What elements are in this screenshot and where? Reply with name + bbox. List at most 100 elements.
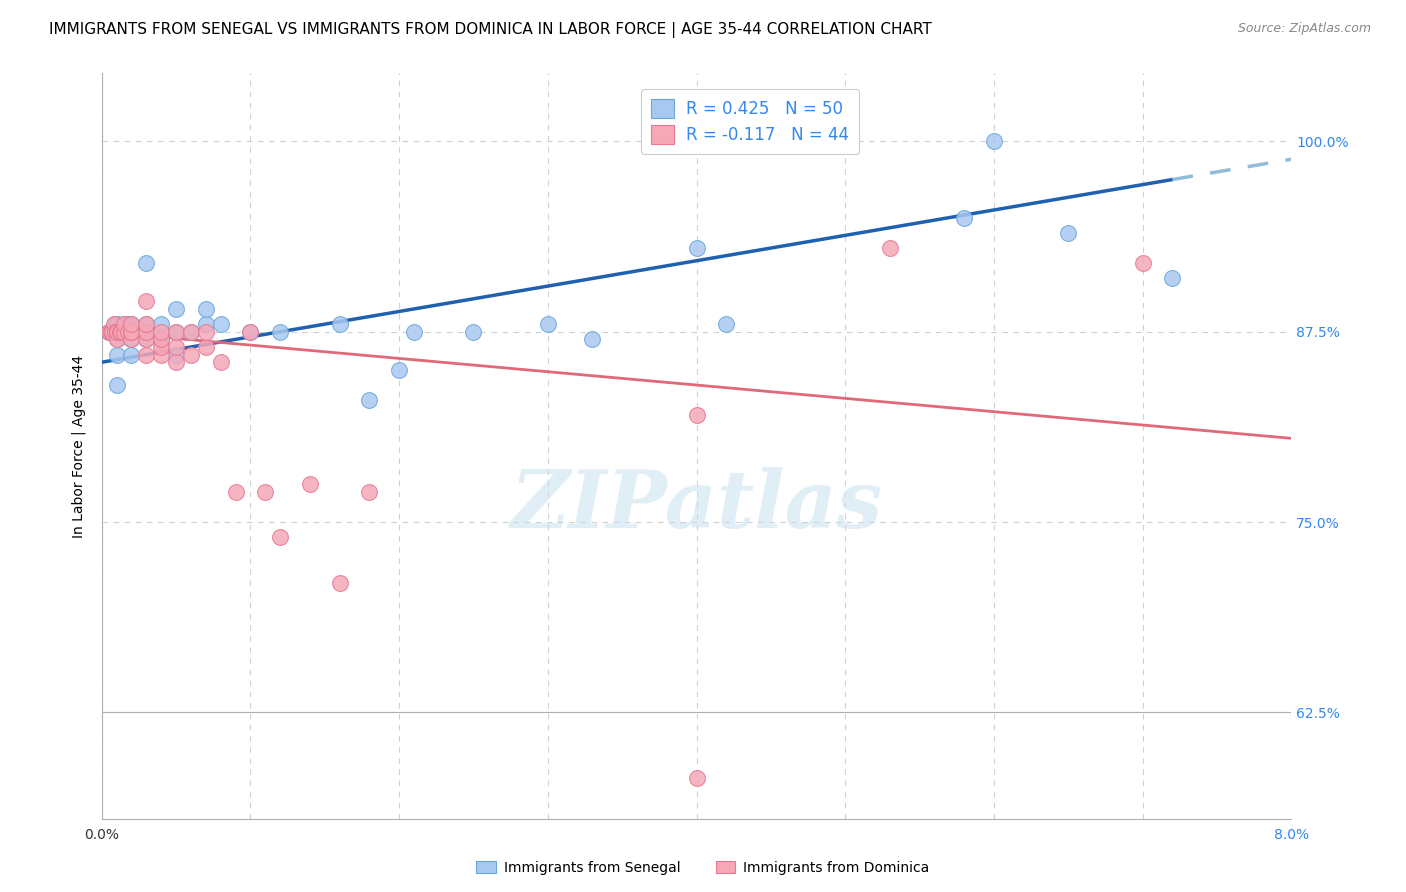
Text: 8.0%: 8.0% — [1274, 828, 1309, 842]
Point — [685, 771, 707, 785]
Point — [359, 393, 381, 408]
Point — [105, 348, 128, 362]
Point — [112, 317, 135, 331]
Text: 0.0%: 0.0% — [84, 828, 120, 842]
Point — [98, 325, 121, 339]
Point — [120, 325, 142, 339]
Point — [98, 325, 121, 339]
Point — [194, 325, 217, 339]
Point — [1132, 256, 1154, 270]
Point — [194, 301, 217, 316]
Point — [105, 332, 128, 346]
Point — [120, 332, 142, 346]
Point — [165, 301, 187, 316]
Point — [269, 530, 291, 544]
Point — [150, 348, 173, 362]
Point — [254, 484, 277, 499]
Point — [180, 325, 202, 339]
Point — [165, 325, 187, 339]
Point — [150, 332, 173, 346]
Point — [298, 477, 321, 491]
Point — [150, 325, 173, 339]
Point — [120, 325, 142, 339]
Point — [225, 484, 247, 499]
Point — [209, 317, 232, 331]
Point — [100, 325, 122, 339]
Point — [135, 325, 157, 339]
Point — [120, 317, 142, 331]
Point — [120, 325, 142, 339]
Point — [135, 317, 157, 331]
Point — [150, 340, 173, 354]
Point — [269, 325, 291, 339]
Point — [685, 241, 707, 255]
Point — [180, 325, 202, 339]
Point — [1057, 226, 1080, 240]
Point — [112, 325, 135, 339]
Point — [194, 340, 217, 354]
Point — [359, 484, 381, 499]
Point — [581, 332, 603, 346]
Point — [879, 241, 901, 255]
Point — [112, 325, 135, 339]
Point — [104, 325, 127, 339]
Point — [180, 348, 202, 362]
Point — [239, 325, 262, 339]
Point — [101, 325, 124, 339]
Point — [135, 332, 157, 346]
Point — [165, 325, 187, 339]
Point — [105, 325, 128, 339]
Point — [165, 340, 187, 354]
Text: IMMIGRANTS FROM SENEGAL VS IMMIGRANTS FROM DOMINICA IN LABOR FORCE | AGE 35-44 C: IMMIGRANTS FROM SENEGAL VS IMMIGRANTS FR… — [49, 22, 932, 38]
Point — [120, 317, 142, 331]
Point — [105, 325, 128, 339]
Point — [103, 317, 125, 331]
Point — [135, 256, 157, 270]
Point — [239, 325, 262, 339]
Point — [537, 317, 560, 331]
Point — [98, 325, 121, 339]
Point — [105, 378, 128, 392]
Point — [329, 576, 352, 591]
Point — [135, 325, 157, 339]
Point — [103, 325, 125, 339]
Point — [209, 355, 232, 369]
Point — [105, 332, 128, 346]
Point — [194, 317, 217, 331]
Point — [101, 325, 124, 339]
Point — [110, 325, 132, 339]
Point — [716, 317, 738, 331]
Legend: Immigrants from Senegal, Immigrants from Dominica: Immigrants from Senegal, Immigrants from… — [471, 855, 935, 880]
Point — [103, 325, 125, 339]
Legend: R = 0.425   N = 50, R = -0.117   N = 44: R = 0.425 N = 50, R = -0.117 N = 44 — [641, 89, 859, 154]
Point — [165, 348, 187, 362]
Point — [120, 332, 142, 346]
Point — [135, 348, 157, 362]
Point — [135, 294, 157, 309]
Point — [110, 325, 132, 339]
Point — [105, 317, 128, 331]
Point — [463, 325, 485, 339]
Point — [135, 317, 157, 331]
Point — [112, 317, 135, 331]
Point — [150, 332, 173, 346]
Text: Source: ZipAtlas.com: Source: ZipAtlas.com — [1237, 22, 1371, 36]
Point — [135, 332, 157, 346]
Point — [117, 317, 139, 331]
Point — [135, 325, 157, 339]
Point — [120, 317, 142, 331]
Point — [953, 211, 976, 225]
Point — [150, 317, 173, 331]
Point — [165, 355, 187, 369]
Point — [105, 325, 128, 339]
Point — [104, 317, 127, 331]
Text: ZIPatlas: ZIPatlas — [510, 467, 883, 544]
Point — [108, 325, 131, 339]
Text: #cce0f0: #cce0f0 — [696, 505, 702, 506]
Point — [388, 363, 411, 377]
Point — [108, 325, 131, 339]
Point — [685, 409, 707, 423]
Point — [983, 135, 1005, 149]
Point — [329, 317, 352, 331]
Point — [117, 325, 139, 339]
